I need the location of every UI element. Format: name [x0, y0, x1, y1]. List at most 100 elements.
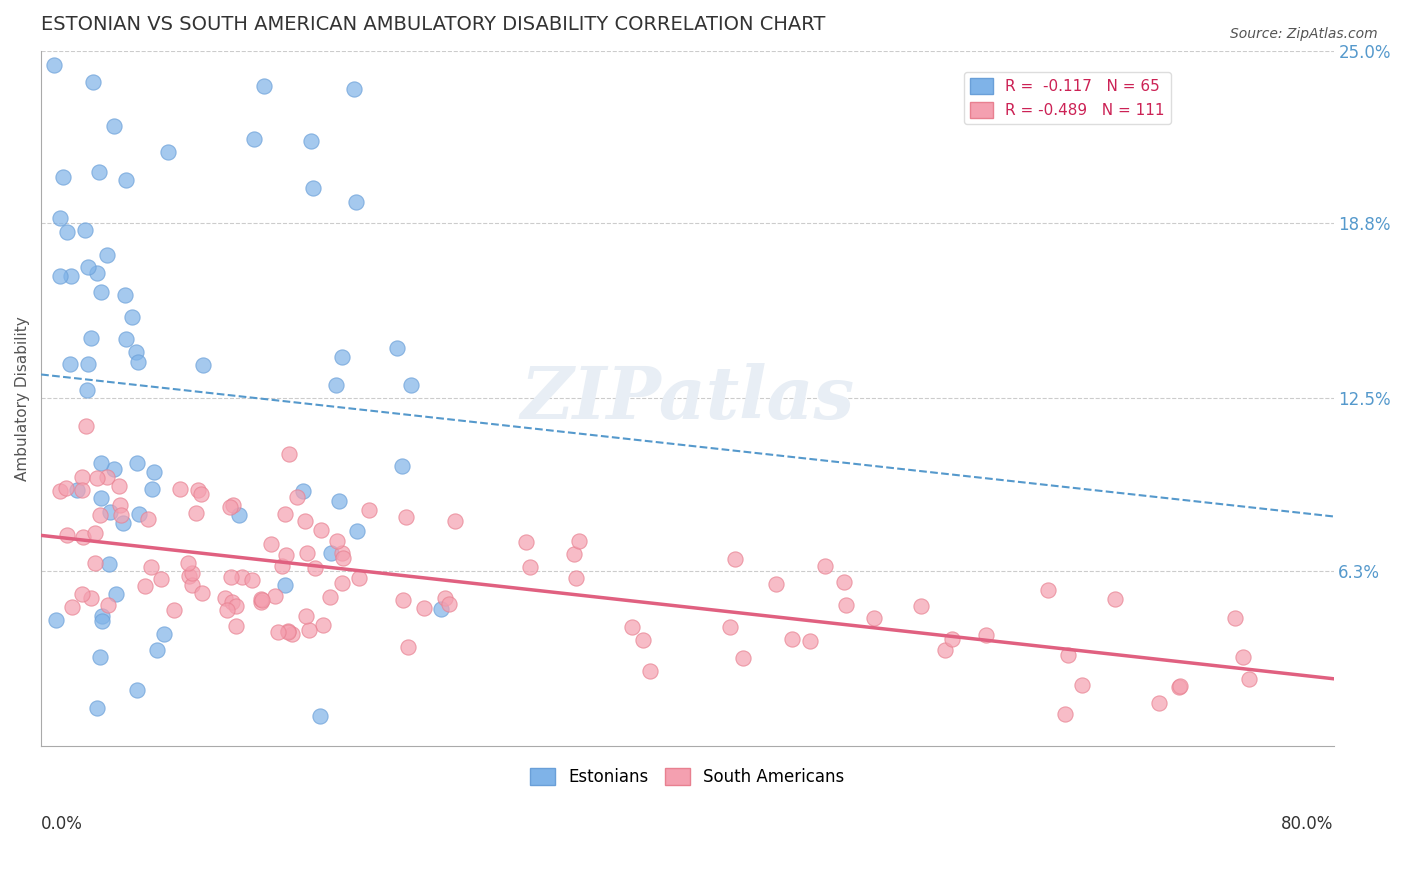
Estonians: [325, 377, 347, 392]
South Americans: [110, 508, 132, 523]
South Americans: [765, 577, 787, 591]
Estonians: [399, 378, 422, 392]
Estonians: [98, 557, 121, 571]
Estonians: [80, 331, 103, 345]
Text: Source: ZipAtlas.com: Source: ZipAtlas.com: [1230, 27, 1378, 41]
Estonians: [89, 649, 111, 664]
Estonians: [157, 145, 180, 159]
South Americans: [359, 503, 381, 517]
South Americans: [863, 611, 886, 625]
South Americans: [330, 576, 353, 591]
Estonians: [90, 456, 112, 470]
South Americans: [974, 628, 997, 642]
Estonians: [98, 505, 121, 519]
Estonians: [193, 358, 215, 372]
South Americans: [96, 469, 118, 483]
Estonians: [309, 709, 332, 723]
Text: 80.0%: 80.0%: [1281, 815, 1333, 833]
Estonians: [45, 613, 67, 627]
Estonians: [49, 268, 72, 283]
South Americans: [70, 586, 93, 600]
Estonians: [141, 483, 163, 497]
Estonians: [344, 194, 367, 209]
South Americans: [187, 483, 209, 497]
South Americans: [231, 570, 253, 584]
South Americans: [799, 634, 821, 648]
Estonians: [115, 173, 138, 187]
Estonians: [253, 79, 276, 94]
South Americans: [222, 498, 245, 512]
South Americans: [215, 603, 238, 617]
Estonians: [56, 225, 79, 239]
Estonians: [299, 134, 322, 148]
South Americans: [319, 591, 342, 605]
South Americans: [519, 559, 541, 574]
South Americans: [1149, 696, 1171, 710]
South Americans: [1053, 706, 1076, 721]
Estonians: [146, 643, 169, 657]
South Americans: [89, 508, 111, 522]
Estonians: [328, 494, 350, 508]
South Americans: [515, 534, 537, 549]
Estonians: [76, 357, 98, 371]
South Americans: [395, 510, 418, 524]
Estonians: [86, 700, 108, 714]
South Americans: [169, 482, 191, 496]
South Americans: [252, 593, 274, 607]
South Americans: [274, 548, 297, 562]
South Americans: [221, 594, 243, 608]
Estonians: [125, 456, 148, 470]
South Americans: [281, 627, 304, 641]
South Americans: [218, 500, 240, 514]
Estonians: [77, 260, 100, 275]
South Americans: [325, 533, 347, 548]
South Americans: [780, 632, 803, 646]
Estonians: [274, 578, 297, 592]
Estonians: [121, 310, 143, 324]
South Americans: [270, 559, 292, 574]
South Americans: [621, 620, 644, 634]
South Americans: [330, 545, 353, 559]
South Americans: [396, 640, 419, 655]
South Americans: [309, 523, 332, 537]
South Americans: [277, 624, 299, 638]
South Americans: [1167, 681, 1189, 695]
Estonians: [128, 507, 150, 521]
South Americans: [294, 514, 316, 528]
South Americans: [250, 592, 273, 607]
Estonians: [343, 82, 366, 96]
South Americans: [225, 619, 247, 633]
Estonians: [90, 491, 112, 506]
Y-axis label: Ambulatory Disability: Ambulatory Disability: [15, 316, 30, 481]
Text: ESTONIAN VS SOUTH AMERICAN AMBULATORY DISABILITY CORRELATION CHART: ESTONIAN VS SOUTH AMERICAN AMBULATORY DI…: [41, 15, 825, 34]
Estonians: [346, 524, 368, 538]
South Americans: [184, 506, 207, 520]
South Americans: [724, 551, 747, 566]
Estonians: [387, 341, 409, 355]
Estonians: [330, 350, 353, 364]
South Americans: [814, 558, 837, 573]
South Americans: [70, 470, 93, 484]
South Americans: [1104, 592, 1126, 607]
Estonians: [103, 462, 125, 476]
South Americans: [225, 599, 247, 613]
Estonians: [292, 484, 315, 499]
South Americans: [285, 491, 308, 505]
Estonians: [42, 58, 65, 72]
South Americans: [312, 617, 335, 632]
South Americans: [832, 575, 855, 590]
Estonians: [82, 74, 104, 88]
South Americans: [391, 593, 413, 607]
Estonians: [60, 268, 83, 283]
South Americans: [97, 598, 120, 612]
Estonians: [59, 357, 82, 371]
Estonians: [52, 169, 75, 184]
South Americans: [638, 664, 661, 678]
South Americans: [48, 484, 70, 499]
Estonians: [90, 615, 112, 629]
South Americans: [80, 591, 103, 605]
South Americans: [181, 577, 204, 591]
South Americans: [297, 547, 319, 561]
South Americans: [434, 591, 457, 605]
South Americans: [83, 556, 105, 570]
